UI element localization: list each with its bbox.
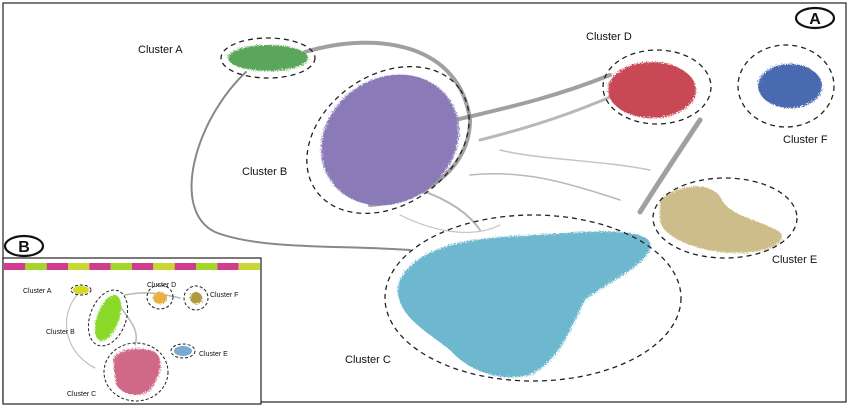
cluster-a-label: Cluster A xyxy=(138,44,183,56)
cluster-e-points xyxy=(660,186,782,253)
cluster-a-outline xyxy=(220,37,316,79)
inset-cluster-a-points xyxy=(73,286,89,294)
color-strip-segment xyxy=(196,263,218,270)
inset-cluster-d-label: Cluster D xyxy=(147,282,176,289)
edge-misc-1 xyxy=(469,172,621,201)
inset-cluster-d-outline xyxy=(146,284,174,310)
panel-b: Cluster A Cluster B Cluster C Cluster D … xyxy=(2,234,262,405)
cluster-b-label: Cluster B xyxy=(242,166,287,178)
edge-a-to-c xyxy=(190,71,411,251)
inset-cluster-a-label: Cluster A xyxy=(23,288,52,295)
panel-b-badge-text: B xyxy=(18,239,30,256)
cluster-f-outline xyxy=(737,44,835,128)
color-strip-segment xyxy=(89,263,111,270)
inset-cluster-c-outline xyxy=(103,342,169,402)
inset-cluster-e-label: Cluster E xyxy=(199,351,228,358)
panel-b-frame xyxy=(2,257,262,405)
cluster-a-points xyxy=(228,45,308,71)
inset-cluster-a-outline xyxy=(70,284,92,296)
panel-a-badge-text: A xyxy=(809,11,821,28)
edge-b-to-d xyxy=(453,73,612,122)
inset-cluster-b-label: Cluster B xyxy=(46,329,75,336)
panel-a-badge: A xyxy=(794,6,836,30)
edge-b-to-d-lower xyxy=(478,93,617,142)
cluster-d-outline xyxy=(602,49,712,125)
color-strip xyxy=(4,263,260,270)
cluster-b-points xyxy=(321,74,459,206)
color-strip-segment xyxy=(132,263,154,270)
color-strip-segment xyxy=(46,263,68,270)
edge-b-to-c xyxy=(419,189,481,231)
cluster-e-label: Cluster E xyxy=(772,254,817,266)
color-strip-segment xyxy=(25,263,47,270)
color-strip-segment xyxy=(110,263,132,270)
color-strip-segment xyxy=(4,263,26,270)
inset-cluster-d-points xyxy=(153,292,167,304)
inset-cluster-e-points xyxy=(174,346,192,356)
inset-cluster-f-label: Cluster F xyxy=(210,292,238,299)
inset-cluster-b-points xyxy=(94,295,122,341)
inset-cluster-f-points xyxy=(190,292,202,304)
inset-cluster-f-outline xyxy=(183,285,209,311)
panel-b-badge: B xyxy=(3,234,45,258)
color-strip-segment xyxy=(174,263,196,270)
inset-cluster-e-outline xyxy=(170,343,196,359)
color-strip-segment xyxy=(153,263,175,270)
color-strip-segment xyxy=(217,263,239,270)
color-strip-segment xyxy=(68,263,90,270)
cluster-f-label: Cluster F xyxy=(783,134,828,146)
inset-cluster-c-label: Cluster C xyxy=(67,391,96,398)
cluster-d-label: Cluster D xyxy=(586,31,632,43)
edge-d-to-e xyxy=(637,117,703,215)
inset-cluster-c-points xyxy=(113,348,161,395)
inset-cluster-b-outline xyxy=(87,289,129,347)
cluster-c-points xyxy=(397,231,651,378)
cluster-b-outline xyxy=(306,65,470,215)
edge-misc-3 xyxy=(399,214,501,234)
cluster-c-outline xyxy=(384,214,682,382)
cluster-d-points xyxy=(608,62,696,118)
cluster-c-label: Cluster C xyxy=(345,354,391,366)
cluster-e-outline xyxy=(652,177,798,259)
cluster-f-points xyxy=(758,64,822,108)
color-strip-segment xyxy=(238,263,260,270)
edge-misc-2 xyxy=(499,149,651,171)
inset-edge-1 xyxy=(66,291,96,369)
